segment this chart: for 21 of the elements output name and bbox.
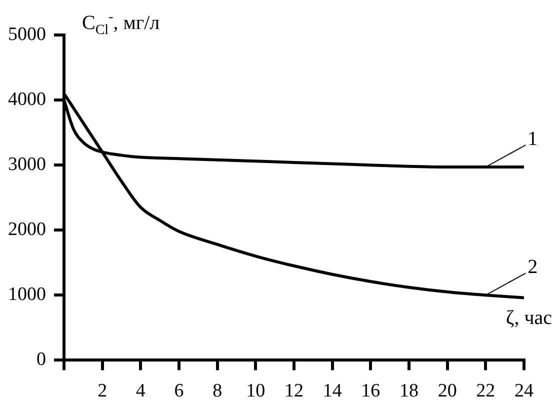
- x-tick-label: 16: [361, 380, 380, 402]
- x-tick-label: 8: [212, 380, 222, 402]
- y-tick-label: 4000: [8, 89, 46, 110]
- x-tick-label: 6: [174, 380, 184, 402]
- x-tick-label: 4: [136, 380, 146, 402]
- y-tick-label: 0: [36, 349, 46, 370]
- x-tick-label: 22: [476, 380, 496, 402]
- y-tick-label: 5000: [8, 24, 46, 45]
- x-tick-label: 10: [246, 380, 266, 402]
- series-label: 2: [528, 256, 538, 278]
- x-axis-title: ζ, час: [506, 307, 552, 330]
- x-tick-label: 2: [98, 380, 108, 402]
- x-tick-label: 18: [400, 380, 418, 402]
- series-label: 1: [528, 128, 538, 150]
- x-tick-label: 24: [514, 380, 534, 402]
- x-tick-label: 14: [322, 380, 342, 402]
- x-tick-label: 12: [284, 380, 304, 402]
- y-tick-label: 2000: [8, 219, 46, 240]
- x-tick-label: 20: [438, 380, 457, 402]
- y-tick-label: 1000: [8, 284, 46, 306]
- y-tick-label: 3000: [8, 154, 46, 176]
